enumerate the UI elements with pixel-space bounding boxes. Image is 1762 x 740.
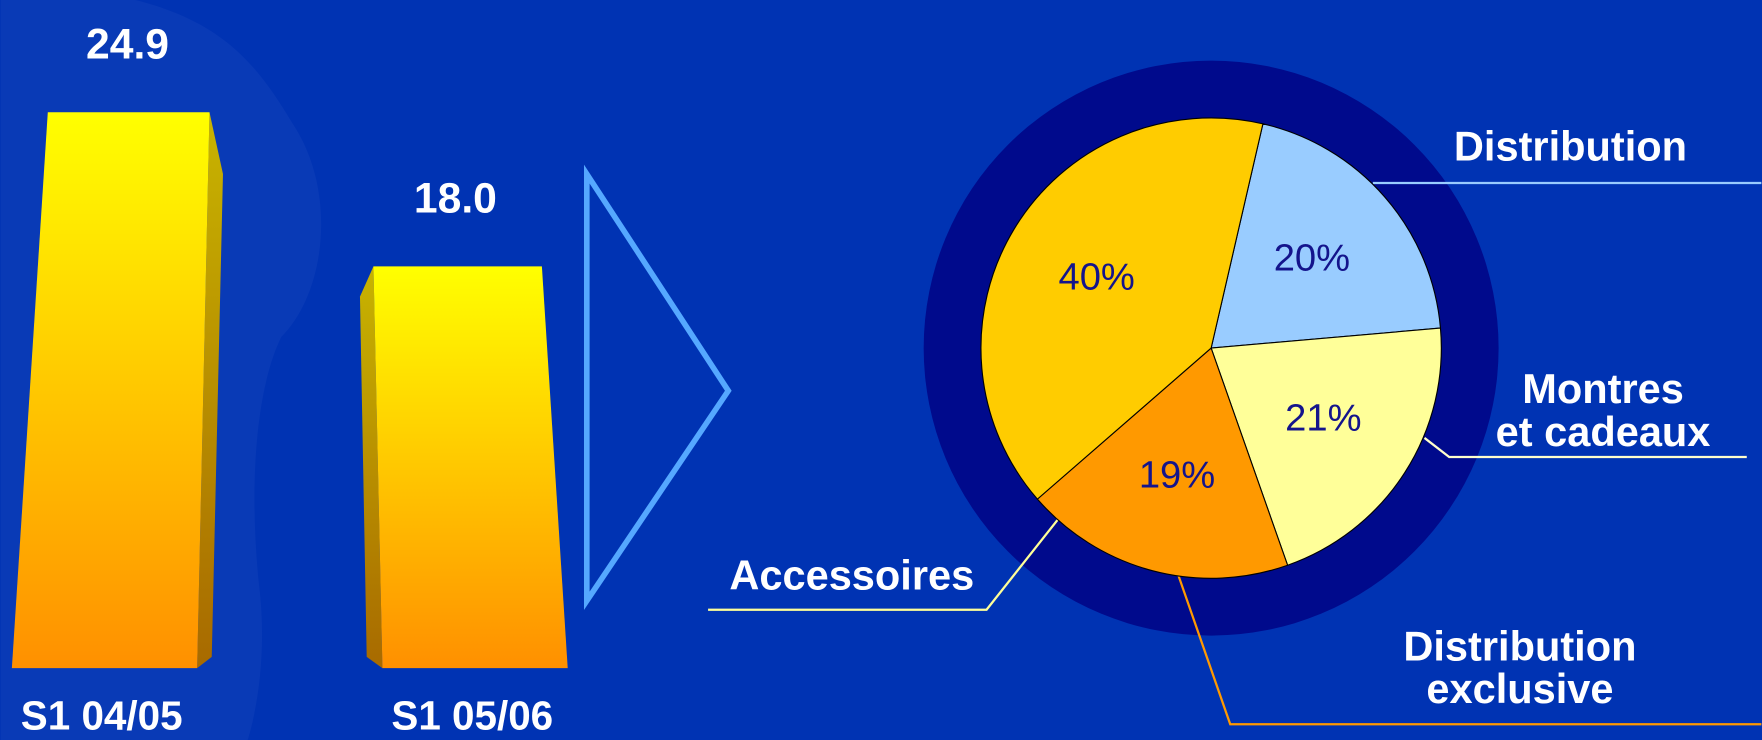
bar-side xyxy=(359,266,383,669)
bar xyxy=(11,112,210,669)
x-tick-label: S1 05/06 xyxy=(391,692,553,738)
leader-line xyxy=(1176,572,1762,726)
pie-value-label: 40% xyxy=(1059,255,1135,298)
legend-label: Accessoires xyxy=(729,554,975,599)
pie-slice xyxy=(1036,347,1289,579)
legend-label: Distribution exclusive xyxy=(1403,625,1637,712)
arrow-shape xyxy=(583,164,732,610)
bar-value-label: 24.9 xyxy=(86,20,169,68)
pie-slice xyxy=(980,117,1264,500)
pie-value-label: 21% xyxy=(1285,397,1361,440)
leader-line xyxy=(1423,437,1747,459)
legend-label-box: Montres et cadeaux xyxy=(1495,368,1711,455)
pie-value-label: 19% xyxy=(1139,453,1215,496)
pie-value-label: 20% xyxy=(1274,237,1350,280)
leader-line xyxy=(708,518,1060,611)
pie-slice xyxy=(1210,327,1442,566)
legend-label: Distribution xyxy=(1453,125,1688,170)
legend-label-box: Distribution xyxy=(1453,125,1688,170)
x-tick-label: S1 04/05 xyxy=(21,692,183,738)
bar-value-label: 18.0 xyxy=(414,174,497,222)
legend-label: Montres et cadeaux xyxy=(1495,368,1711,455)
bar xyxy=(373,266,568,669)
bar-side xyxy=(197,112,223,669)
legend-label-box: Accessoires xyxy=(729,554,975,599)
pie-slice xyxy=(1210,123,1442,349)
legend-label-box: Distribution exclusive xyxy=(1403,625,1637,712)
